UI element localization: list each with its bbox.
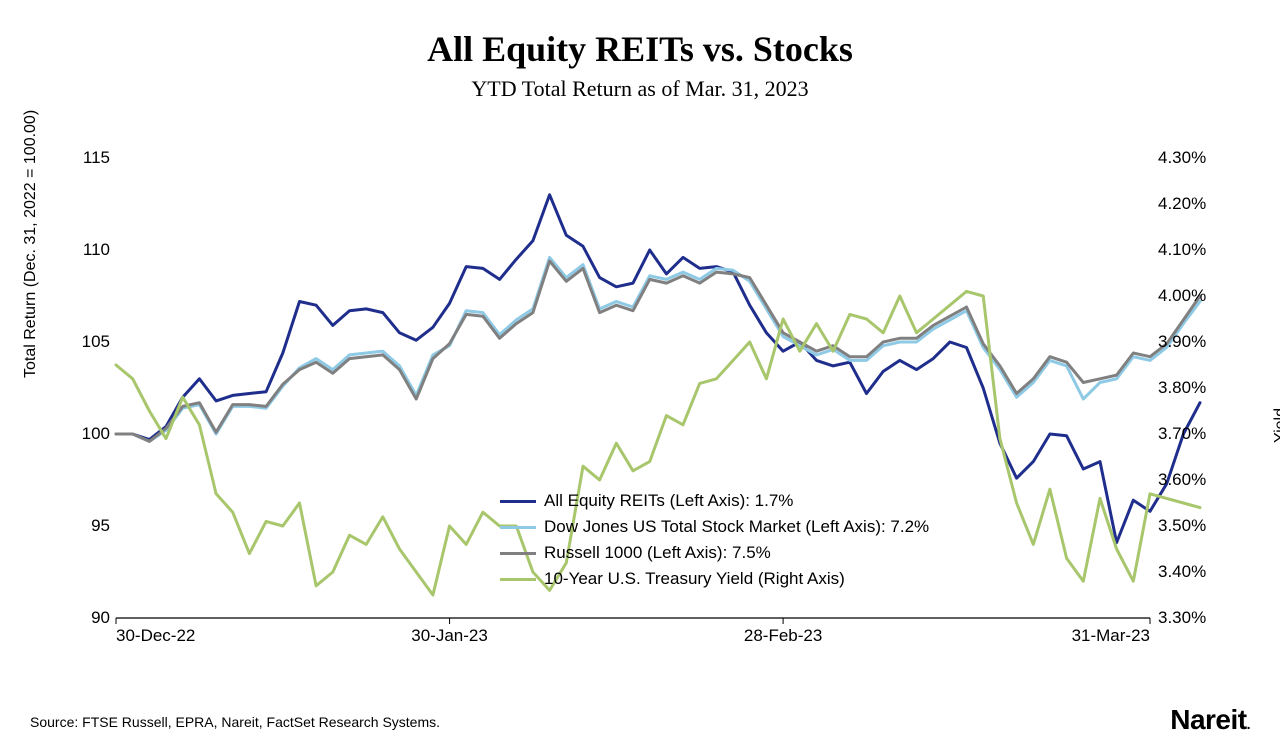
- x-tick-label: 28-Feb-23: [733, 626, 833, 646]
- y-left-tick-label: 95: [91, 516, 110, 536]
- y-right-tick-label: 3.40%: [1158, 562, 1206, 582]
- x-tick-label: 30-Dec-22: [116, 626, 195, 646]
- legend-swatch: [500, 526, 536, 529]
- legend-label: All Equity REITs (Left Axis): 1.7%: [544, 491, 793, 511]
- y-right-tick-label: 4.00%: [1158, 286, 1206, 306]
- plot-area: All Equity REITs (Left Axis): 1.7% Dow Jo…: [70, 148, 1210, 648]
- y-axis-left-title: Total Return (Dec. 31, 2022 = 100.00): [22, 110, 40, 378]
- x-tick-label: 31-Mar-23: [1072, 626, 1150, 646]
- legend-swatch: [500, 500, 536, 503]
- y-left-tick-label: 115: [83, 148, 110, 168]
- legend-label: Russell 1000 (Left Axis): 7.5%: [544, 543, 771, 563]
- y-right-tick-label: 3.30%: [1158, 608, 1206, 628]
- y-left-tick-label: 100: [82, 424, 110, 444]
- legend-swatch: [500, 552, 536, 555]
- legend-item: All Equity REITs (Left Axis): 1.7%: [500, 488, 929, 514]
- y-right-tick-label: 3.60%: [1158, 470, 1206, 490]
- y-left-tick-label: 105: [82, 332, 110, 352]
- y-right-tick-label: 3.80%: [1158, 378, 1206, 398]
- y-right-tick-label: 4.30%: [1158, 148, 1206, 168]
- chart-title: All Equity REITs vs. Stocks: [0, 28, 1280, 70]
- legend-label: Dow Jones US Total Stock Market (Left Ax…: [544, 517, 929, 537]
- source-text: Source: FTSE Russell, EPRA, Nareit, Fact…: [30, 714, 440, 730]
- y-left-tick-label: 110: [83, 240, 110, 260]
- y-right-tick-label: 3.70%: [1158, 424, 1206, 444]
- y-right-tick-label: 3.50%: [1158, 516, 1206, 536]
- y-left-tick-label: 90: [91, 608, 110, 628]
- x-tick-label: 30-Jan-23: [400, 626, 500, 646]
- legend: All Equity REITs (Left Axis): 1.7% Dow Jo…: [500, 488, 929, 592]
- brand-logo: Nareit.: [1170, 704, 1250, 736]
- y-right-tick-label: 3.90%: [1158, 332, 1206, 352]
- legend-item: Dow Jones US Total Stock Market (Left Ax…: [500, 514, 929, 540]
- legend-item: Russell 1000 (Left Axis): 7.5%: [500, 540, 929, 566]
- legend-label: 10-Year U.S. Treasury Yield (Right Axis): [544, 569, 845, 589]
- legend-swatch: [500, 578, 536, 581]
- chart-subtitle: YTD Total Return as of Mar. 31, 2023: [0, 76, 1280, 102]
- y-axis-right-title: Yield: [1272, 408, 1280, 443]
- legend-item: 10-Year U.S. Treasury Yield (Right Axis): [500, 566, 929, 592]
- y-right-tick-label: 4.10%: [1158, 240, 1206, 260]
- y-right-tick-label: 4.20%: [1158, 194, 1206, 214]
